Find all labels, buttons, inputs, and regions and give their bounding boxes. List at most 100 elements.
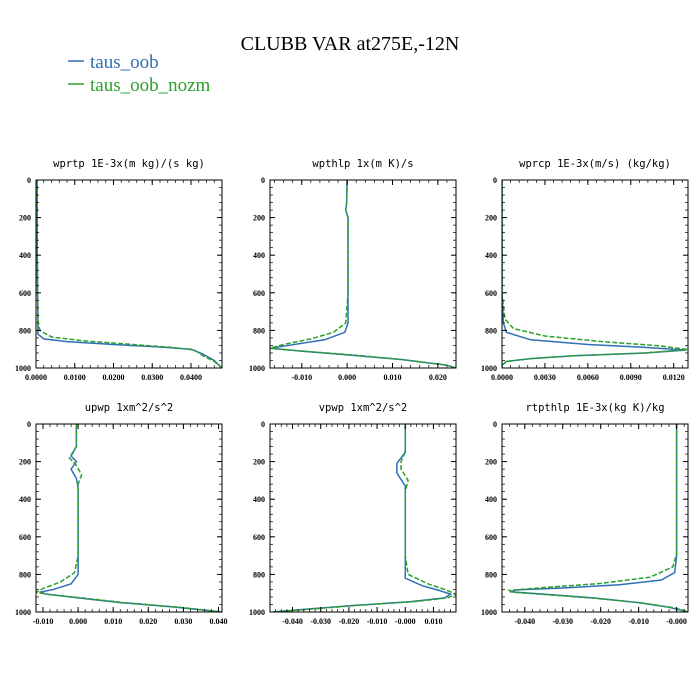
y-tick-label: 0 (493, 176, 497, 185)
panel-title: wpthlp 1x(m K)/s (312, 158, 413, 170)
figure-title: CLUBB VAR at275E,-12N (241, 33, 460, 55)
x-tick-label: -0.010 (33, 617, 54, 626)
x-tick-label: -0.040 (514, 617, 535, 626)
y-tick-label: 600 (253, 289, 265, 298)
y-tick-label: 600 (253, 533, 265, 542)
series-line-taus-oob-nozm (36, 180, 222, 368)
x-tick-label: -0.000 (395, 617, 416, 626)
y-tick-label: 800 (253, 570, 265, 579)
x-tick-label: -0.010 (291, 373, 312, 382)
x-tick-label: -0.030 (310, 617, 331, 626)
chart-panel: rtpthlp 1E-3x(kg K)/kg 0 200 400 600 800 1000 -… (481, 402, 689, 626)
series-line-taus-oob (36, 180, 222, 368)
x-tick-label: 0.0000 (491, 373, 513, 382)
chart-panel: wprcp 1E-3x(m/s) (kg/kg) 0 200 400 600 800 100… (481, 158, 689, 382)
x-tick-label: 0.010 (424, 617, 442, 626)
chart-panel: upwp 1xm^2/s^2 0 200 400 600 800 1000-0.010 0.0… (15, 402, 227, 626)
y-tick-label: 600 (19, 533, 31, 542)
chart-panel: wpthlp 1x(m K)/s 0 200 400 600 800 1000 -0.010 0… (249, 158, 457, 382)
x-tick-label: -0.010 (628, 617, 649, 626)
plot-frame (269, 423, 457, 613)
series-line-taus-oob-nozm (36, 424, 222, 612)
x-tick-label: 0.0120 (663, 373, 685, 382)
y-tick-label: 400 (485, 251, 497, 260)
x-tick-label: -0.020 (339, 617, 360, 626)
x-tick-label: 0.0090 (620, 373, 642, 382)
y-tick-label: 600 (19, 289, 31, 298)
chart-panel: vpwp 1xm^2/s^2 0 200 400 600 800 1000 -0.040 -0.… (249, 402, 457, 626)
series-line-taus-oob-nozm (502, 180, 688, 368)
y-tick-label: 800 (485, 570, 497, 579)
y-tick-label: 600 (485, 289, 497, 298)
y-tick-label: 1000 (481, 364, 497, 373)
x-tick-label: 0.010 (104, 617, 122, 626)
y-tick-label: 200 (485, 458, 497, 467)
y-tick-label: 200 (253, 214, 265, 223)
plot-frame (35, 423, 223, 613)
x-tick-label: -0.040 (282, 617, 303, 626)
y-tick-label: 0 (493, 420, 497, 429)
y-tick-label: 0 (27, 176, 31, 185)
legend: taus_oob taus_oob_nozm (68, 52, 211, 96)
x-tick-label: 0.000 (69, 617, 87, 626)
legend-label-taus-oob: taus_oob (90, 52, 159, 73)
y-tick-label: 800 (253, 326, 265, 335)
y-tick-label: 400 (19, 251, 31, 260)
y-tick-label: 1000 (481, 608, 497, 617)
x-tick-label: 0.0000 (25, 373, 47, 382)
y-tick-label: 400 (253, 251, 265, 260)
series-line-taus-oob-nozm (272, 424, 456, 612)
plot-frame (501, 423, 689, 613)
x-tick-label: 0.0060 (577, 373, 599, 382)
x-tick-label: 0.000 (338, 373, 356, 382)
panel-title: vpwp 1xm^2/s^2 (319, 402, 408, 414)
x-tick-label: -0.010 (367, 617, 388, 626)
plot-frame (501, 179, 689, 369)
x-tick-label: 0.040 (209, 617, 227, 626)
y-tick-label: 600 (485, 533, 497, 542)
x-tick-label: 0.0300 (141, 373, 163, 382)
y-tick-label: 0 (261, 176, 265, 185)
series-line-taus-oob (272, 424, 453, 612)
x-tick-label: 0.020 (139, 617, 157, 626)
x-tick-label: 0.020 (429, 373, 447, 382)
series-line-taus-oob (270, 180, 456, 368)
y-tick-label: 0 (27, 420, 31, 429)
panels: wprtp 1E-3x(m kg)/(s kg) 0 200 400 600 800 100… (15, 158, 689, 626)
y-tick-label: 400 (485, 495, 497, 504)
plot-frame (35, 179, 223, 369)
series-line-taus-oob (39, 424, 222, 612)
panel-title: rtpthlp 1E-3x(kg K)/kg (525, 402, 664, 414)
x-tick-label: 0.010 (383, 373, 401, 382)
x-tick-label: -0.020 (590, 617, 611, 626)
series-line-taus-oob (502, 180, 686, 368)
x-tick-label: 0.0100 (64, 373, 86, 382)
y-tick-label: 1000 (15, 364, 31, 373)
panel-title: upwp 1xm^2/s^2 (85, 402, 174, 414)
chart-panel: wprtp 1E-3x(m kg)/(s kg) 0 200 400 600 800 100… (15, 158, 223, 382)
y-tick-label: 200 (253, 458, 265, 467)
y-tick-label: 800 (485, 326, 497, 335)
x-tick-label: 0.0400 (180, 373, 202, 382)
y-tick-label: 400 (19, 495, 31, 504)
legend-label-taus-oob-nozm: taus_oob_nozm (90, 75, 211, 96)
y-tick-label: 800 (19, 326, 31, 335)
y-tick-label: 1000 (249, 608, 265, 617)
y-tick-label: 200 (485, 214, 497, 223)
y-tick-label: 200 (19, 214, 31, 223)
panel-title: wprcp 1E-3x(m/s) (kg/kg) (519, 158, 671, 170)
series-line-taus-oob-nozm (270, 180, 456, 368)
y-tick-label: 1000 (249, 364, 265, 373)
panel-title: wprtp 1E-3x(m kg)/(s kg) (53, 158, 205, 170)
y-tick-label: 800 (19, 570, 31, 579)
series-line-taus-oob-nozm (506, 424, 688, 612)
x-tick-label: 0.0030 (534, 373, 556, 382)
y-tick-label: 400 (253, 495, 265, 504)
x-tick-label: 0.030 (174, 617, 192, 626)
x-tick-label: 0.0200 (103, 373, 125, 382)
plot-frame (269, 179, 457, 369)
y-tick-label: 1000 (15, 608, 31, 617)
x-tick-label: -0.000 (666, 617, 687, 626)
y-tick-label: 0 (261, 420, 265, 429)
